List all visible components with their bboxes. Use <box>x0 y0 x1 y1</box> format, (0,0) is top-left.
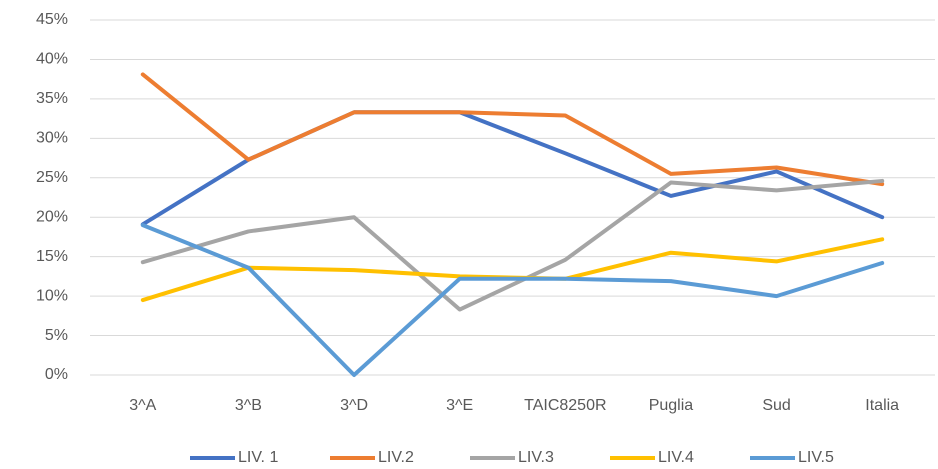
x-tick-label: 3^D <box>340 397 368 414</box>
legend-label: LIV.2 <box>378 449 414 466</box>
legend-label: LIV.4 <box>658 449 694 466</box>
y-tick-label: 35% <box>36 90 68 107</box>
series-line <box>140 223 885 377</box>
y-tick-label: 15% <box>36 248 68 265</box>
y-tick-label: 25% <box>36 169 68 186</box>
y-tick-label: 10% <box>36 287 68 304</box>
x-tick-label: Italia <box>865 397 899 414</box>
x-tick-label: TAIC8250R <box>524 397 606 414</box>
x-tick-label: Puglia <box>649 397 694 414</box>
x-tick-label: Sud <box>762 397 790 414</box>
series-line <box>140 178 885 312</box>
legend-label: LIV.3 <box>518 449 554 466</box>
x-tick-label: 3^B <box>235 397 262 414</box>
series-line <box>140 72 885 187</box>
y-tick-label: 45% <box>36 11 68 28</box>
y-tick-label: 30% <box>36 130 68 147</box>
y-tick-label: 5% <box>45 327 68 344</box>
x-tick-label: 3^A <box>129 397 156 414</box>
x-tick-label: 3^E <box>446 397 473 414</box>
series-line <box>140 237 885 303</box>
y-tick-label: 20% <box>36 208 68 225</box>
y-tick-label: 40% <box>36 51 68 68</box>
y-tick-label: 0% <box>45 366 68 383</box>
legend-label: LIV. 1 <box>238 449 278 466</box>
legend-label: LIV.5 <box>798 449 834 466</box>
